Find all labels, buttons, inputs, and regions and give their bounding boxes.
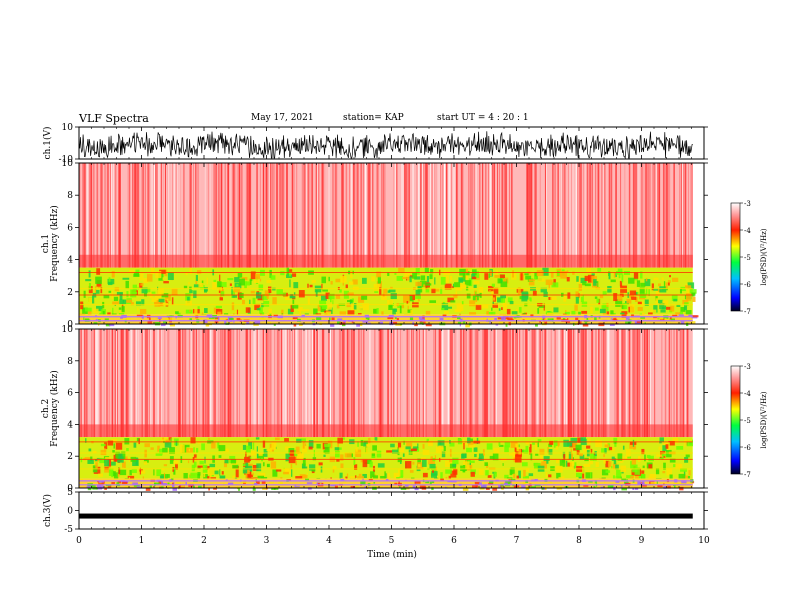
x-tick-label: 0 <box>76 536 82 546</box>
colorbar-tick-label: -7 <box>744 471 751 479</box>
ch1-ylabel: ch.1 <box>41 234 51 253</box>
figure-title: VLF Spectra <box>79 112 149 125</box>
ch1-waveform-line <box>78 131 693 160</box>
y-tick-label: 6 <box>67 223 73 233</box>
colorbar-tick-label: -5 <box>744 417 751 425</box>
colorbar <box>730 202 741 312</box>
date-label: May 17, 2021 <box>251 113 314 123</box>
x-tick-label: 3 <box>264 536 270 546</box>
ch3-waveform-line <box>79 513 693 519</box>
x-tick-label: 6 <box>451 536 457 546</box>
start-time-label: start UT = 4 : 20 : 1 <box>437 113 529 123</box>
colorbar-label: log(PSD)(V²/Hz) <box>760 228 768 285</box>
colorbar-tick-label: -3 <box>744 363 751 371</box>
x-tick-label: 9 <box>639 536 645 546</box>
red-band <box>79 329 693 438</box>
ch3-waveform-panel <box>78 491 705 530</box>
ch1-ylabel: ch.1(V) <box>42 127 53 160</box>
ch1-spectrogram <box>79 163 699 328</box>
y-tick-label: 0 <box>67 484 73 494</box>
x-tick-label: 8 <box>576 536 582 546</box>
y-tick-label: 0 <box>67 320 73 330</box>
y-tick-label: 4 <box>67 256 73 266</box>
x-tick-label: 1 <box>139 536 145 546</box>
ch2-ylabel: ch.2 <box>41 399 51 418</box>
colorbar <box>730 365 741 475</box>
y-tick-label: -10 <box>59 155 74 165</box>
y-tick-label: 2 <box>67 288 73 298</box>
colorbar-tick-label: -6 <box>744 444 751 452</box>
red-band <box>79 163 693 268</box>
x-tick-label: 7 <box>514 536 520 546</box>
y-tick-label: -5 <box>64 525 73 535</box>
x-tick-label: 5 <box>389 536 395 546</box>
y-tick-label: 8 <box>67 191 73 201</box>
colorbar-tick-label: -6 <box>744 281 751 289</box>
low-band <box>79 314 693 324</box>
ch2-spectrogram <box>79 329 695 491</box>
x-tick-label: 4 <box>326 536 332 546</box>
y-tick-label: 6 <box>67 389 73 399</box>
y-tick-label: 2 <box>67 452 73 462</box>
y-tick-label: 8 <box>67 357 73 367</box>
ch3-ylabel: ch.3(V) <box>42 494 53 527</box>
x-axis-label: Time (min) <box>367 549 417 560</box>
colorbar-tick-label: -4 <box>744 227 751 235</box>
colorbar-label: log(PSD)(V²/Hz) <box>760 391 768 448</box>
colorbar-tick-label: -4 <box>744 390 751 398</box>
y-tick-label: 4 <box>67 420 73 430</box>
y-tick-label: 0 <box>67 507 73 517</box>
y-tick-label: 10 <box>62 159 74 169</box>
colorbar-tick-label: -3 <box>744 200 751 208</box>
x-tick-label: 2 <box>201 536 207 546</box>
ch1-ylabel: Frequency (kHz) <box>49 205 60 282</box>
ch2-ylabel: Frequency (kHz) <box>49 370 60 447</box>
colorbar-tick-label: -7 <box>744 308 751 316</box>
y-tick-label: 10 <box>62 123 74 133</box>
y-tick-label: 10 <box>62 325 74 335</box>
colorbar-tick-label: -5 <box>744 254 751 262</box>
y-tick-label: 5 <box>67 488 73 498</box>
station-label: station= KAP <box>343 113 404 123</box>
low-band <box>79 478 693 488</box>
x-tick-label: 10 <box>698 536 710 546</box>
